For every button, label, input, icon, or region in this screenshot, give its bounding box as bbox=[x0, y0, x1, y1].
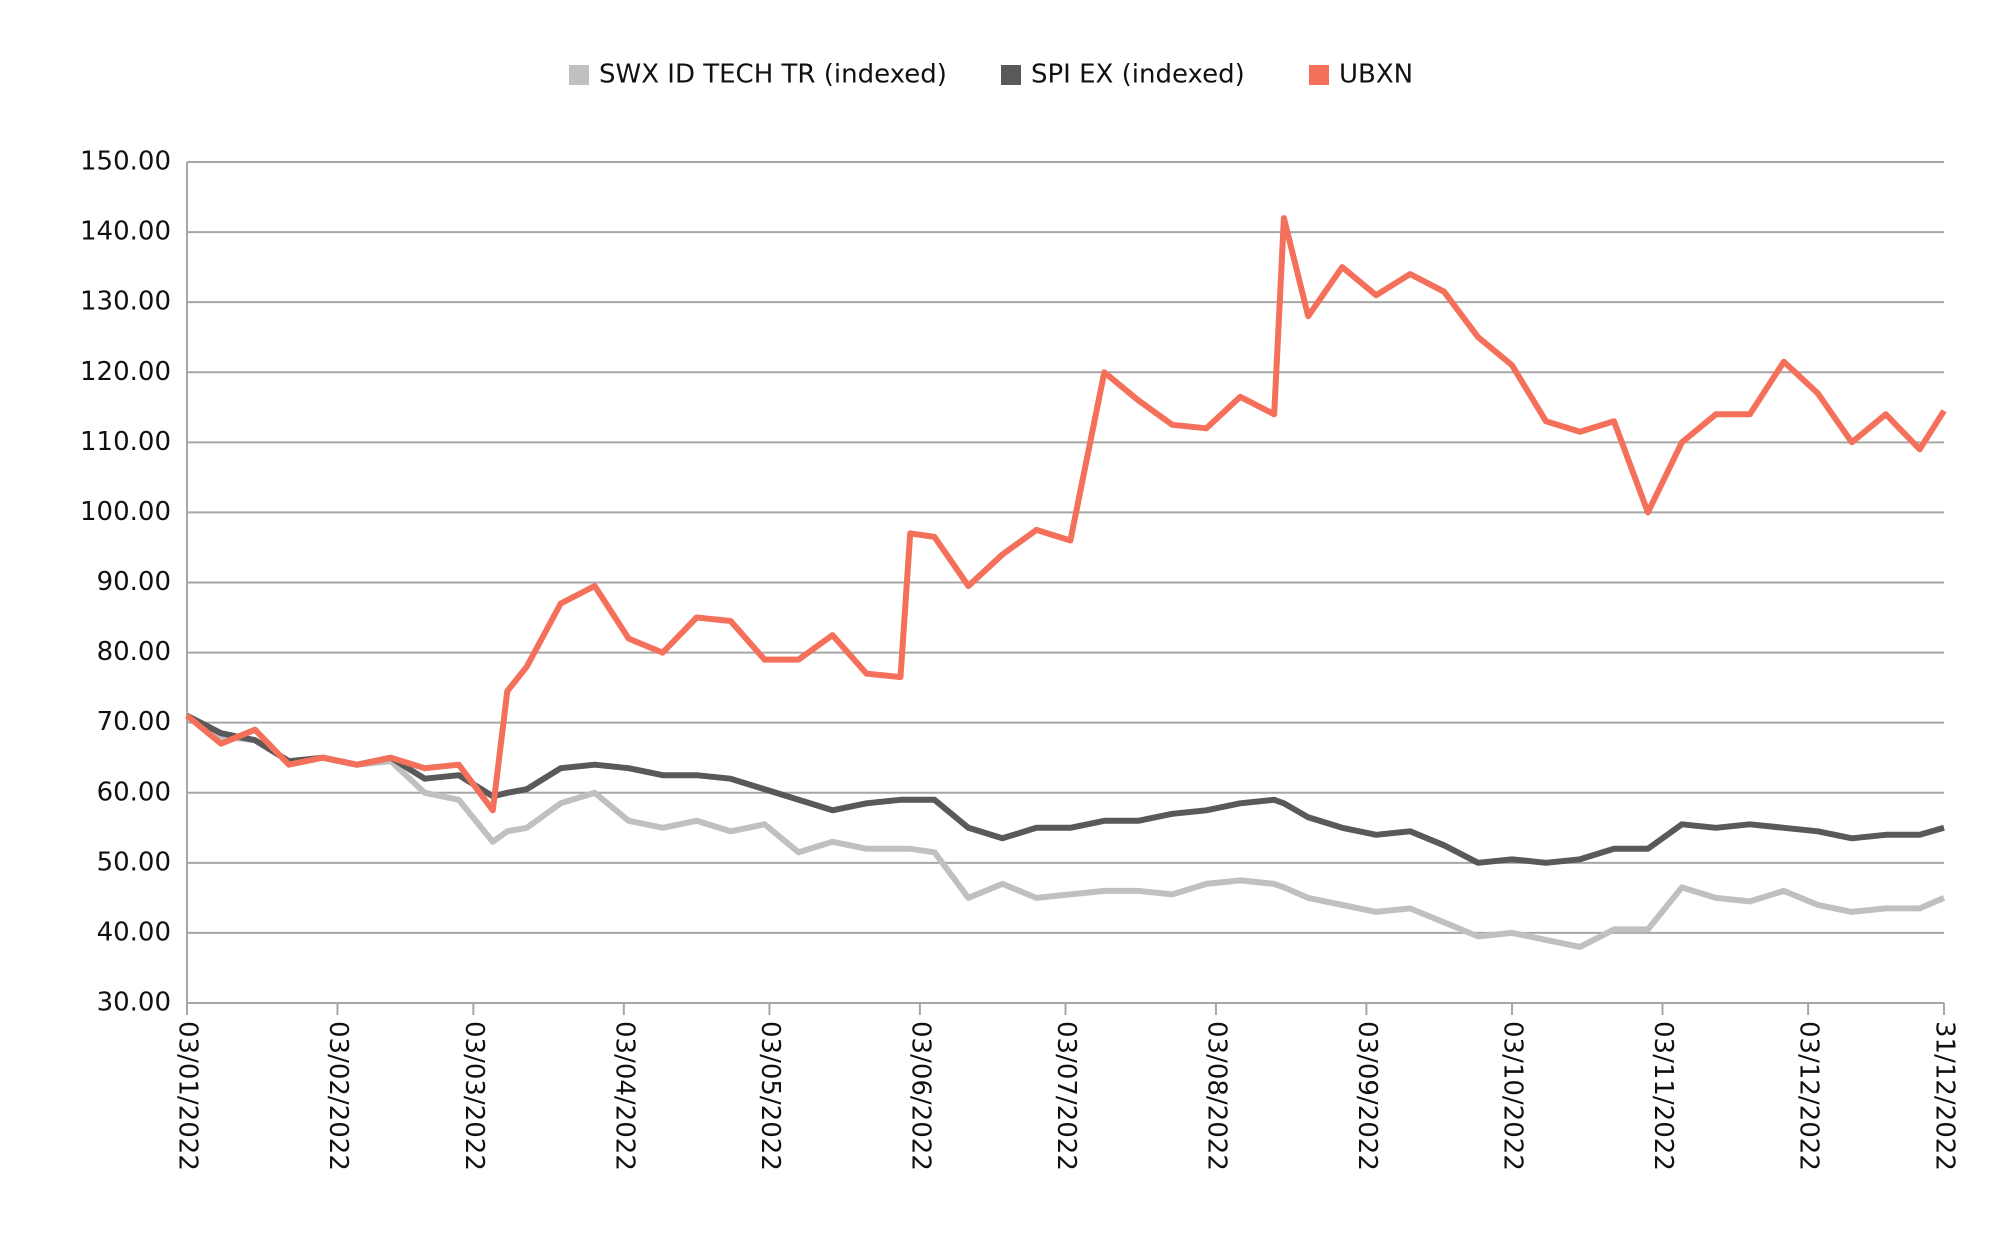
legend-swatch bbox=[569, 65, 589, 85]
x-tick-label: 03/11/2022 bbox=[1648, 1021, 1678, 1171]
legend-label: UBXN bbox=[1339, 60, 1413, 90]
x-tick-label: 03/04/2022 bbox=[609, 1021, 639, 1171]
legend-swatch bbox=[1309, 65, 1329, 85]
x-tick-label: 03/06/2022 bbox=[905, 1021, 935, 1171]
y-tick-label: 80.00 bbox=[97, 637, 171, 667]
series-line bbox=[185, 713, 1946, 950]
series-line bbox=[185, 713, 1945, 866]
x-tick-label: 03/12/2022 bbox=[1794, 1021, 1824, 1171]
x-tick-label: 03/02/2022 bbox=[323, 1021, 353, 1171]
y-tick-label: 100.00 bbox=[80, 497, 171, 527]
x-tick-label: 31/12/2022 bbox=[1930, 1021, 1960, 1171]
x-tick-label: 03/10/2022 bbox=[1498, 1021, 1528, 1171]
legend-swatch bbox=[1001, 65, 1021, 85]
y-tick-label: 150.00 bbox=[80, 147, 171, 177]
x-tick-label: 03/08/2022 bbox=[1201, 1021, 1231, 1171]
y-tick-label: 40.00 bbox=[97, 917, 171, 947]
series-line bbox=[185, 215, 1947, 814]
y-tick-label: 130.00 bbox=[80, 287, 171, 317]
legend-label: SWX ID TECH TR (indexed) bbox=[599, 60, 947, 90]
y-tick-label: 110.00 bbox=[80, 427, 171, 457]
y-tick-label: 30.00 bbox=[97, 988, 171, 1018]
y-tick-label: 140.00 bbox=[80, 217, 171, 247]
x-tick-label: 03/09/2022 bbox=[1352, 1021, 1382, 1171]
legend-label: SPI EX (indexed) bbox=[1031, 60, 1245, 90]
x-tick-label: 03/07/2022 bbox=[1051, 1021, 1081, 1171]
x-tick-label: 03/03/2022 bbox=[459, 1021, 489, 1171]
x-tick-label: 03/05/2022 bbox=[755, 1021, 785, 1171]
y-tick-label: 70.00 bbox=[97, 707, 171, 737]
y-tick-label: 50.00 bbox=[97, 847, 171, 877]
x-tick-label: 03/01/2022 bbox=[173, 1021, 203, 1171]
y-tick-label: 60.00 bbox=[97, 777, 171, 807]
y-tick-label: 120.00 bbox=[80, 357, 171, 387]
y-tick-label: 90.00 bbox=[97, 567, 171, 597]
